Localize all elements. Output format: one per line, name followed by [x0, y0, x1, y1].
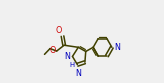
Text: N: N: [75, 69, 81, 78]
Text: H: H: [69, 62, 74, 68]
Text: N: N: [64, 52, 70, 61]
Text: N: N: [114, 43, 120, 52]
Text: O: O: [49, 46, 55, 55]
Text: O: O: [55, 26, 62, 35]
